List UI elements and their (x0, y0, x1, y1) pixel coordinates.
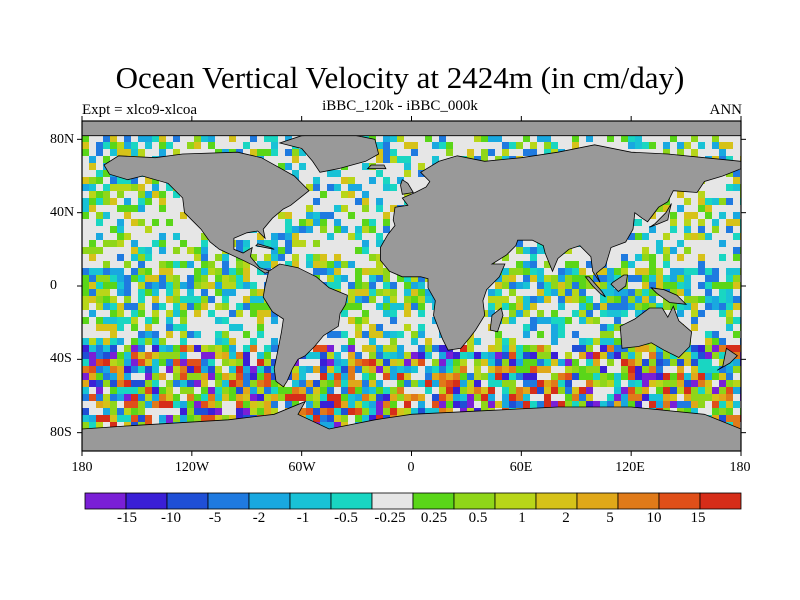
land-arctic-cap (82, 121, 741, 137)
season-label: ANN (709, 102, 743, 118)
colorbar-label: -0.25 (374, 510, 406, 526)
colorbar-swatch (125, 492, 168, 510)
colorbar-label: 0.25 (420, 510, 448, 526)
colorbar-label: 15 (690, 510, 706, 526)
lon-tick-180e: 180 (729, 460, 751, 475)
colorbar-swatch (371, 492, 414, 510)
land-new-guinea (650, 287, 688, 305)
lat-tick-40n: 40N (50, 205, 75, 220)
land-sumatra (584, 276, 606, 298)
colorbar-label: -5 (208, 510, 222, 526)
lon-tick-180w: 180 (71, 460, 93, 475)
colorbar-swatch (494, 492, 537, 510)
colorbar-swatch (166, 492, 209, 510)
land-north-america (103, 151, 310, 274)
land-eurasia-africa (379, 144, 741, 351)
colorbar (84, 492, 742, 510)
land-masses (82, 121, 741, 451)
colorbar-label: -10 (161, 510, 181, 526)
colorbar-swatch (248, 492, 291, 510)
colorbar-swatch (330, 492, 373, 510)
colorbar-swatch (289, 492, 332, 510)
colorbar-label: 1 (518, 510, 526, 526)
land-borneo (610, 274, 628, 293)
land-iceland (366, 164, 387, 170)
land-antarctica (82, 400, 741, 451)
lat-tick-80n: 80N (50, 132, 75, 147)
colorbar-label: -2 (252, 510, 266, 526)
colorbar-swatch (453, 492, 496, 510)
lat-tick-80s: 80S (50, 425, 72, 440)
colorbar-label: 0.5 (468, 510, 488, 526)
land-new-zealand (716, 347, 738, 371)
colorbar-swatch (207, 492, 250, 510)
land-south-america (262, 263, 348, 388)
colorbar-swatch (412, 492, 455, 510)
colorbar-label: 2 (562, 510, 570, 526)
colorbar-swatch (617, 492, 660, 510)
lat-tick-0: 0 (50, 278, 57, 293)
colorbar-label: -1 (296, 510, 310, 526)
land-australia (619, 305, 693, 358)
lon-tick-0: 0 (407, 460, 415, 475)
land-cuba (255, 243, 275, 250)
colorbar-label: 10 (646, 510, 662, 526)
lon-tick-120e: 120E (615, 460, 645, 475)
lon-tick-120w: 120W (174, 460, 210, 475)
lon-tick-60e: 60E (509, 460, 533, 475)
colorbar-label: 5 (606, 510, 614, 526)
colorbar-label: -15 (117, 510, 137, 526)
colorbar-label: -0.5 (334, 510, 358, 526)
land-japan (649, 203, 672, 228)
colorbar-swatch (699, 492, 742, 510)
colorbar-swatch (658, 492, 701, 510)
colorbar-swatch (84, 492, 127, 510)
lon-tick-60w: 60W (288, 460, 316, 475)
experiment-difference-label: iBBC_120k - iBBC_000k (322, 98, 478, 114)
lat-tick-40s: 40S (50, 351, 72, 366)
experiment-label: Expt = xlco9-xlcoa (82, 102, 198, 118)
land-madagascar (489, 307, 504, 333)
land-british-isles (400, 179, 414, 195)
colorbar-swatch (576, 492, 619, 510)
map-title: Ocean Vertical Velocity at 2424m (in cm/… (115, 60, 685, 95)
colorbar-swatch (535, 492, 578, 510)
